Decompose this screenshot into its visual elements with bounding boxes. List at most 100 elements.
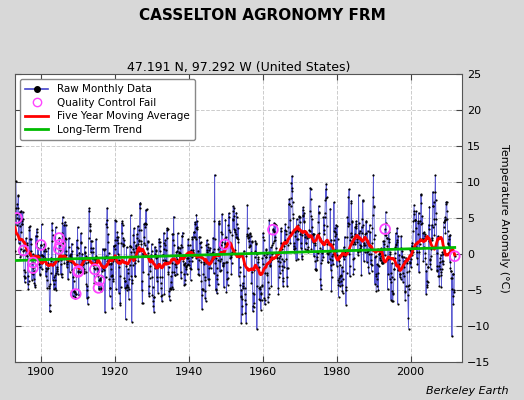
Point	[433, 233, 442, 240]
Point	[289, 246, 298, 252]
Point	[406, 258, 414, 265]
Point	[210, 270, 218, 276]
Point	[139, 250, 147, 256]
Point	[198, 306, 206, 312]
Point	[42, 277, 51, 283]
Point	[161, 246, 170, 253]
Point	[188, 234, 196, 240]
Point	[258, 260, 267, 267]
Point	[187, 247, 195, 254]
Point	[379, 238, 387, 245]
Point	[47, 258, 56, 264]
Point	[325, 248, 334, 254]
Point	[87, 245, 95, 251]
Point	[442, 216, 450, 222]
Point	[307, 186, 315, 193]
Point	[448, 275, 456, 282]
Point	[391, 250, 399, 256]
Point	[382, 220, 390, 226]
Point	[299, 207, 307, 213]
Point	[329, 261, 337, 268]
Point	[85, 223, 94, 229]
Point	[69, 266, 78, 273]
Point	[239, 261, 248, 267]
Point	[195, 272, 203, 278]
Point	[223, 282, 232, 288]
Point	[59, 240, 68, 246]
Point	[277, 225, 285, 232]
Point	[378, 260, 386, 266]
Point	[189, 248, 197, 255]
Point	[238, 280, 247, 286]
Point	[148, 274, 156, 280]
Point	[98, 268, 106, 274]
Point	[146, 275, 154, 282]
Point	[302, 239, 310, 246]
Point	[58, 230, 67, 237]
Point	[169, 230, 178, 237]
Point	[363, 249, 372, 255]
Point	[111, 242, 119, 248]
Point	[142, 221, 150, 227]
Point	[21, 247, 30, 253]
Point	[239, 283, 247, 290]
Point	[36, 270, 44, 277]
Point	[173, 256, 181, 262]
Point	[287, 195, 296, 202]
Point	[311, 242, 319, 248]
Point	[139, 268, 147, 275]
Point	[254, 254, 263, 260]
Point	[83, 295, 91, 301]
Point	[364, 240, 372, 246]
Point	[20, 267, 28, 274]
Point	[138, 300, 147, 306]
Point	[326, 205, 334, 212]
Point	[154, 260, 162, 267]
Point	[68, 267, 76, 274]
Point	[113, 229, 122, 235]
Point	[15, 208, 24, 215]
Point	[411, 217, 420, 223]
Point	[266, 253, 274, 260]
Point	[345, 220, 353, 227]
Point	[226, 252, 235, 258]
Point	[41, 248, 50, 254]
Point	[373, 261, 381, 268]
Point	[427, 266, 435, 272]
Point	[171, 272, 179, 278]
Point	[178, 233, 187, 239]
Point	[44, 245, 52, 251]
Point	[302, 233, 311, 239]
Point	[138, 300, 146, 306]
Point	[152, 274, 161, 280]
Point	[232, 230, 240, 237]
Point	[56, 242, 64, 248]
Point	[75, 249, 84, 256]
Point	[272, 250, 281, 256]
Point	[398, 253, 406, 259]
Point	[232, 214, 241, 221]
Point	[300, 218, 308, 224]
Point	[384, 256, 392, 262]
Point	[37, 242, 45, 248]
Point	[163, 226, 172, 232]
Point	[282, 256, 291, 262]
Point	[241, 284, 249, 291]
Point	[39, 248, 48, 254]
Point	[286, 240, 294, 246]
Point	[104, 260, 113, 266]
Point	[357, 224, 366, 230]
Point	[177, 242, 185, 248]
Point	[195, 234, 203, 240]
Point	[281, 228, 290, 234]
Point	[394, 267, 402, 273]
Point	[47, 270, 55, 276]
Point	[163, 226, 171, 233]
Point	[211, 172, 219, 178]
Point	[436, 266, 444, 272]
Point	[22, 235, 30, 242]
Point	[346, 230, 355, 236]
Point	[364, 264, 373, 270]
Point	[161, 237, 170, 243]
Point	[247, 238, 256, 244]
